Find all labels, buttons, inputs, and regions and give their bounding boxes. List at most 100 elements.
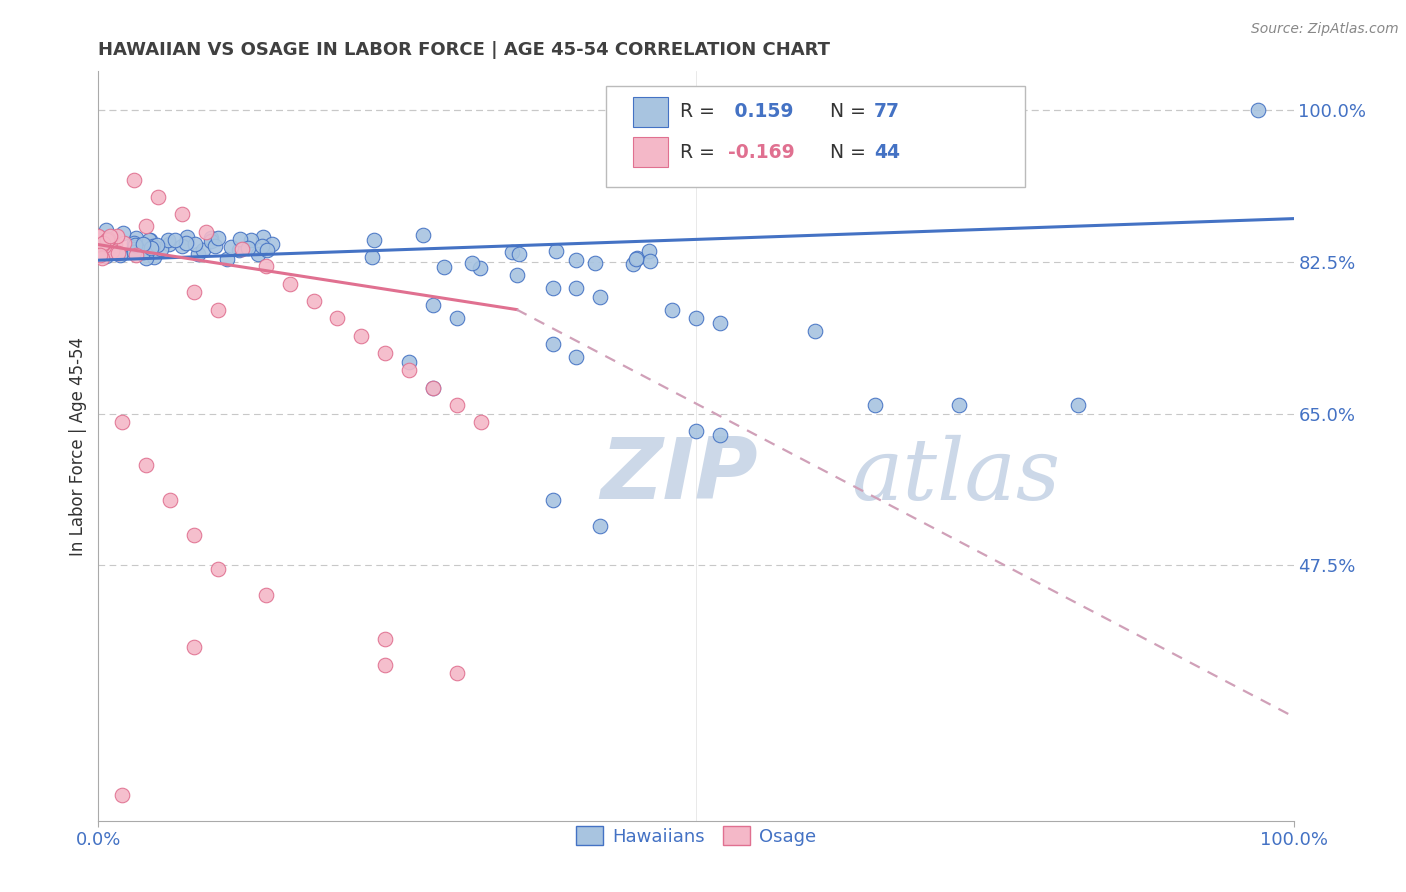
Point [93, 239, 115, 253]
Point [135, 251, 157, 265]
Point [685, 311, 707, 326]
Point [231, 242, 253, 256]
Point [229, 232, 252, 246]
Point [93, 237, 115, 252]
Point [91, 238, 114, 252]
Point [96, 240, 118, 254]
Point [239, 233, 262, 247]
Point [207, 562, 229, 576]
Point [326, 311, 349, 326]
Point [374, 346, 396, 360]
Point [948, 398, 970, 412]
Point [111, 226, 134, 240]
Point [256, 243, 278, 257]
Point [1247, 103, 1270, 118]
Point [228, 243, 250, 257]
Point [254, 589, 277, 603]
Point [207, 302, 229, 317]
Text: -0.169: -0.169 [728, 143, 794, 161]
Text: ZIP: ZIP [600, 434, 758, 517]
Point [865, 398, 887, 412]
Point [422, 298, 444, 312]
Point [89, 248, 111, 262]
Point [422, 380, 444, 394]
Point [90, 251, 112, 265]
Point [508, 246, 530, 260]
Point [709, 316, 731, 330]
Point [804, 324, 827, 338]
Point [583, 256, 606, 270]
Point [446, 398, 468, 412]
Point [112, 236, 135, 251]
Point [541, 493, 564, 508]
Point [183, 285, 205, 300]
Point [124, 242, 146, 256]
Point [460, 256, 482, 270]
Text: N =: N = [830, 143, 872, 161]
Point [172, 239, 194, 253]
Point [136, 239, 159, 253]
Point [125, 247, 148, 261]
Point [398, 354, 420, 368]
Point [506, 268, 529, 282]
Point [541, 337, 564, 351]
Point [361, 250, 384, 264]
Point [163, 233, 186, 247]
Point [91, 237, 114, 252]
Point [142, 239, 165, 253]
Point [174, 236, 197, 251]
Point [149, 242, 172, 256]
Point [501, 245, 523, 260]
Point [139, 241, 162, 255]
Point [302, 293, 325, 308]
Point [350, 328, 373, 343]
Point [412, 228, 434, 243]
Point [96, 233, 118, 247]
Point [685, 424, 707, 438]
Point [195, 225, 218, 239]
Point [215, 252, 238, 266]
Point [433, 260, 456, 275]
Point [93, 235, 115, 249]
Point [183, 528, 205, 542]
Point [172, 207, 194, 221]
Point [252, 230, 274, 244]
Point [122, 244, 145, 259]
Point [624, 252, 647, 266]
Point [111, 415, 134, 429]
Point [374, 657, 396, 672]
Point [91, 235, 114, 250]
Point [97, 232, 120, 246]
Text: N =: N = [830, 102, 872, 121]
Point [589, 289, 612, 303]
Point [176, 229, 198, 244]
Point [124, 240, 146, 254]
Point [250, 239, 273, 253]
Point [204, 239, 226, 253]
Point [374, 632, 396, 646]
Point [200, 231, 222, 245]
Y-axis label: In Labor Force | Age 45-54: In Labor Force | Age 45-54 [69, 336, 87, 556]
Point [105, 229, 128, 244]
Point [565, 281, 588, 295]
Point [104, 238, 127, 252]
Point [193, 243, 215, 257]
Point [184, 237, 207, 252]
Text: Source: ZipAtlas.com: Source: ZipAtlas.com [1251, 22, 1399, 37]
Point [87, 228, 110, 243]
Text: 0.159: 0.159 [728, 102, 794, 121]
Point [91, 235, 114, 250]
Point [260, 236, 283, 251]
Text: R =: R = [681, 143, 721, 161]
Point [94, 249, 117, 263]
Point [638, 244, 661, 258]
Text: 77: 77 [875, 102, 900, 121]
Point [101, 244, 124, 258]
Point [122, 235, 145, 250]
Point [564, 252, 586, 267]
Point [110, 247, 132, 261]
Legend: Hawaiians, Osage: Hawaiians, Osage [569, 819, 823, 853]
Point [200, 235, 222, 249]
Point [139, 233, 162, 247]
FancyBboxPatch shape [633, 137, 668, 167]
